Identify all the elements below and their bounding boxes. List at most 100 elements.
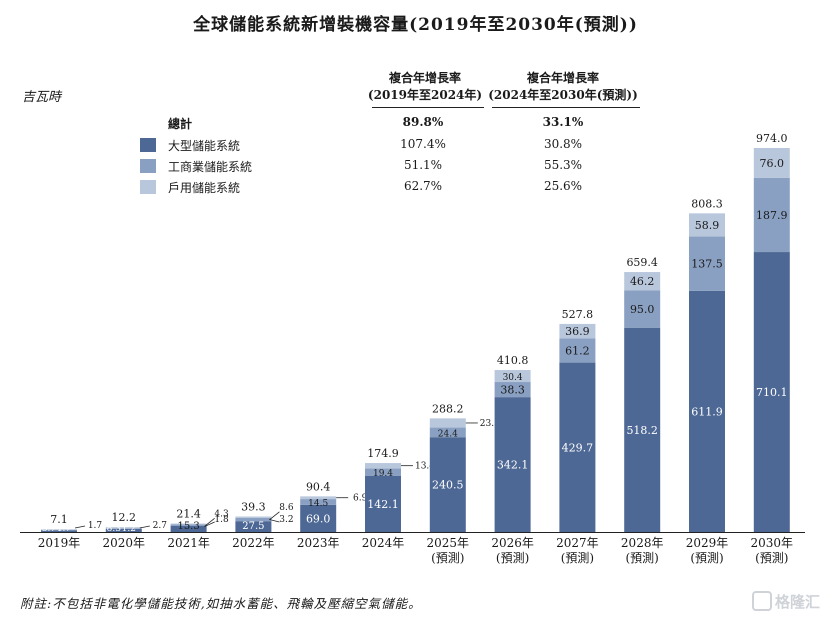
- bar-value-label: 8.6: [279, 503, 294, 513]
- cagr-value: 25.6%: [543, 179, 583, 193]
- chart-title: 全球儲能系統新增裝機容量(2019年至2030年(預測)): [193, 15, 638, 35]
- x-tick-label: 2027年: [556, 536, 599, 550]
- unit-label: 吉瓦時: [22, 90, 62, 105]
- bar-segment: [105, 528, 142, 532]
- bar-value-label: 61.2: [565, 345, 590, 358]
- cagr-header-2019-2024: 複合年增長率 (2019年至2024年): [360, 70, 490, 104]
- cagr-value: 89.8%: [402, 115, 444, 129]
- bar-segment: [235, 517, 272, 522]
- bar-total-label: 659.4: [626, 256, 658, 269]
- bar-segment: [41, 529, 77, 531]
- x-tick-label: 2026年: [491, 536, 534, 550]
- bar-value-label: 1.2: [122, 524, 136, 534]
- bar-value-label: 3.2: [279, 515, 293, 525]
- bar-segment: [429, 418, 466, 428]
- legend-swatch: [140, 138, 156, 152]
- x-tick-sublabel: (預測): [755, 551, 788, 565]
- bar-segment: [689, 236, 725, 291]
- bar-value-label: 710.1: [756, 386, 788, 399]
- x-tick-label: 2019年: [38, 536, 81, 550]
- bar-value-label: 27.5: [242, 521, 264, 532]
- bar-segment: [429, 437, 466, 532]
- cagr-header-2024-2030: 複合年增長率 (2024年至2030年(預測)): [478, 70, 648, 104]
- legend-swatch: [140, 159, 156, 173]
- legend-row-residential: 戶用儲能系統 62.7% 25.6%: [140, 177, 660, 197]
- bar-value-label: 15.3: [177, 521, 199, 532]
- bar-segment: [624, 327, 661, 532]
- bar-segment: [689, 213, 725, 237]
- leader-line: [74, 525, 86, 529]
- x-tick-sublabel: (預測): [561, 551, 594, 565]
- bar-total-label: 410.8: [497, 354, 529, 367]
- legend-row-commercial: 工商業儲能系統 51.1% 55.3%: [140, 156, 660, 176]
- cagr-header-line1: 複合年增長率: [526, 71, 599, 85]
- x-tick-sublabel: (預測): [626, 551, 659, 565]
- bar-segment: [170, 525, 207, 532]
- bar-segment: [494, 370, 531, 383]
- bar-segment: [494, 397, 531, 532]
- legend-label: 戶用儲能系統: [168, 181, 241, 195]
- bar-total-label: 7.1: [50, 513, 68, 526]
- bar-segment: [235, 516, 272, 518]
- bar-segment: [753, 148, 790, 178]
- bar-total-label: 808.3: [691, 197, 723, 210]
- leader-line: [139, 525, 150, 529]
- bar-value-label: 8.3: [107, 524, 122, 534]
- bar-segment: [235, 521, 272, 532]
- bar-value-label: 30.4: [503, 373, 523, 383]
- bar-segment: [753, 177, 790, 253]
- bar-value-label: 13.4: [415, 462, 435, 472]
- leader-line: [204, 517, 215, 527]
- x-tick-label: 2028年: [621, 536, 664, 550]
- bar-value-label: 1.8: [214, 515, 229, 525]
- bar-total-label: 39.3: [241, 501, 266, 514]
- bar-value-label: 611.9: [691, 405, 723, 418]
- legend-row-total: 總計 89.8% 33.1%: [140, 113, 660, 133]
- bar-value-label: 24.4: [438, 429, 458, 439]
- bar-total-label: 174.9: [367, 447, 399, 460]
- bar-segment: [559, 338, 596, 363]
- bar-segment: [689, 290, 725, 532]
- bar-value-label: 69.0: [306, 512, 331, 525]
- logo-icon: [752, 591, 772, 611]
- bar-segment: [170, 524, 207, 526]
- bar-segment: [300, 504, 337, 532]
- bar-value-label: 38.3: [500, 384, 525, 397]
- x-tick-label: 2023年: [297, 536, 340, 550]
- cagr-value: 51.1%: [403, 158, 443, 172]
- x-tick-label: 2029年: [686, 536, 729, 550]
- x-tick-sublabel: (預測): [496, 551, 529, 565]
- bar-value-label: 518.2: [626, 424, 658, 437]
- watermark-text: 格隆汇: [775, 593, 821, 611]
- bar-segment: [170, 523, 207, 525]
- cagr-value: 55.3%: [543, 158, 583, 172]
- bar-segment: [624, 272, 661, 291]
- leader-line: [269, 519, 280, 523]
- legend-label: 工商業儲能系統: [168, 160, 253, 174]
- x-tick-sublabel: (預測): [431, 551, 464, 565]
- bar-total-label: 288.2: [432, 402, 464, 415]
- bar-value-label: 429.7: [562, 441, 594, 454]
- footnote: 附註:不包括非電化學儲能技術,如抽水蓄能、飛輪及壓縮空氣儲能。: [20, 596, 422, 611]
- legend-label: 大型儲能系統: [168, 139, 241, 153]
- legend-row-utility: 大型儲能系統 107.4% 30.8%: [140, 135, 660, 155]
- cagr-header-line2: (2024年至2030年(預測)): [488, 88, 638, 102]
- bar-segment: [559, 362, 596, 532]
- cagr-header-underline: [492, 107, 640, 108]
- bar-value-label: 342.1: [497, 459, 529, 472]
- legend-label: 總計: [168, 117, 193, 131]
- bar-value-label: 23.3: [480, 419, 500, 429]
- watermark-logo: 格隆汇: [752, 591, 820, 612]
- bar-segment: [41, 530, 77, 532]
- bar-segment: [105, 527, 142, 529]
- bar-value-label: 2.7: [153, 521, 168, 531]
- bar-segment: [494, 382, 531, 398]
- bar-value-label: 58.9: [695, 219, 720, 232]
- x-tick-label: 2025年: [427, 536, 470, 550]
- bar-segment: [429, 427, 466, 438]
- x-tick-label: 2022年: [232, 536, 275, 550]
- bar-value-label: 46.2: [630, 275, 655, 288]
- bar-value-label: 95.0: [630, 303, 655, 316]
- bar-total-label: 12.2: [112, 511, 137, 524]
